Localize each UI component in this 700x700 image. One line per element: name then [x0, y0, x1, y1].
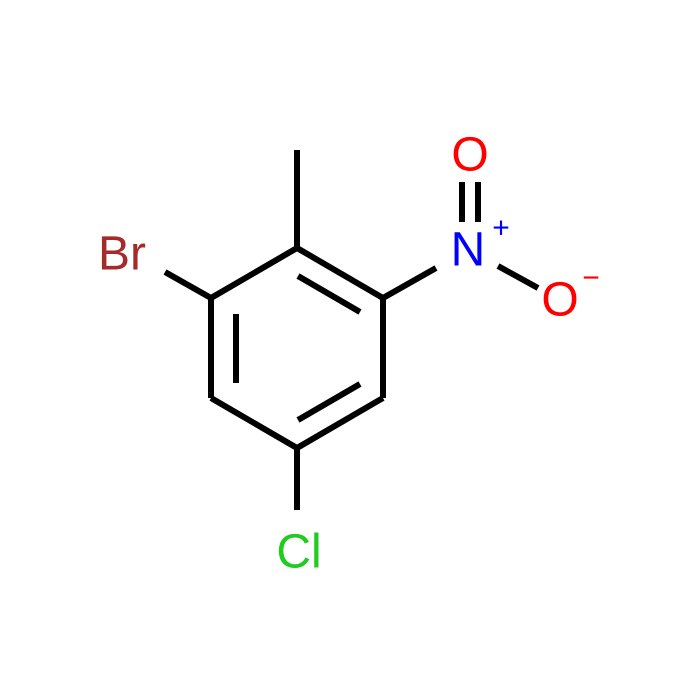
ring-inner-bond — [296, 273, 362, 315]
atom-label: Br — [98, 228, 146, 281]
atom-label: O — [541, 274, 578, 327]
atom-label: O — [451, 129, 488, 182]
atom-label: N — [451, 224, 486, 277]
ring-bond — [209, 245, 299, 301]
ring-bond — [295, 395, 385, 451]
charge-label: + — [492, 212, 510, 245]
n-bond — [381, 265, 438, 301]
ring-bond — [209, 395, 299, 451]
bonds — [163, 150, 540, 510]
atom-label: Cl — [276, 526, 321, 579]
br-bond — [163, 269, 213, 301]
charge-label: − — [582, 262, 600, 295]
ring-inner-bond — [296, 381, 362, 423]
ring-bond — [295, 245, 385, 301]
no-single-bond — [496, 263, 540, 291]
